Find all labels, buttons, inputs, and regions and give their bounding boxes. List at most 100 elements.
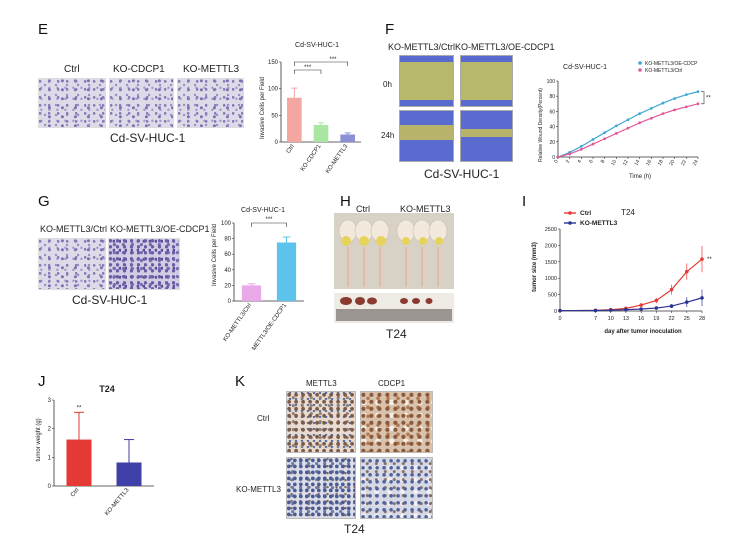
F-line-xtick-label: 14	[633, 159, 641, 167]
chart-i-significance: **	[707, 257, 712, 263]
chart-f-legend-marker-0	[638, 61, 642, 65]
G-bar-ytick-label: 0	[228, 299, 232, 305]
F-line-xtick-label: 2	[565, 159, 572, 165]
caption-k: T24	[344, 522, 365, 536]
ihc-ko-mettl3-mettl3	[286, 457, 356, 519]
F-line-series-1-point-12	[696, 102, 700, 106]
F-line-xtick-label: 16	[645, 159, 653, 167]
image-label-ctrl: Ctrl	[64, 64, 80, 75]
F-line-series-1-point-10	[673, 108, 677, 112]
F-line-series-0-point-6	[626, 118, 630, 122]
chart-j-significance-0: **	[77, 405, 82, 411]
F-line-ytick-label: 0	[552, 155, 555, 161]
chart-f-ylabel: Relative Wound Density(Percent)	[538, 88, 544, 162]
F-line-xtick-label: 12	[622, 159, 630, 167]
I-line-series-1-point-5	[654, 306, 659, 310]
wound-image-ctrl-24h	[399, 110, 454, 162]
chart-e: Cd-SV-HUC-1 Invasive Cells per Field 0 50…	[260, 42, 361, 175]
panel-label-j: J	[38, 373, 46, 390]
I-line-series-0-point-4	[639, 303, 643, 307]
I-line-series-0-point-6	[669, 287, 674, 292]
I-line-xtick-label: 19	[653, 316, 659, 322]
J-bar-category-label-1: KO-METTL3	[104, 487, 131, 517]
image-label-g-oe: KO-METTL3/OE-CDCP1	[110, 224, 210, 234]
I-line-series-1-point-4	[639, 307, 643, 311]
row-label-k-ctrl: Ctrl	[257, 414, 270, 423]
E-bar-category-label-2: KO-METTL3	[325, 143, 350, 175]
I-line-xtick-label: 7	[594, 316, 597, 322]
I-line-series-line-1	[559, 297, 703, 312]
chart-g-significance-0: ***	[265, 217, 273, 223]
E-bar-category-label-1: KO-CDCP1	[300, 143, 323, 172]
chart-f-legend-marker-1	[638, 68, 642, 72]
I-line-ytick-label: 500	[548, 293, 557, 299]
image-label-ko-cdcp1: KO-CDCP1	[113, 64, 165, 75]
G-bar-ytick-label: 40	[224, 268, 231, 274]
chart-f-xlabel: Time (h)	[629, 174, 651, 180]
image-label-ko-mettl3: KO-METTL3	[183, 64, 240, 75]
F-line-series-1-point-9	[661, 112, 665, 116]
F-line-series-1-point-6	[626, 126, 630, 130]
F-line-ytick-label: 40	[549, 125, 555, 131]
I-line-series-1-point-2	[608, 308, 613, 312]
G-bar-bar-1	[276, 242, 297, 301]
F-line-series-line-1	[557, 103, 699, 158]
F-line-ytick-label: 80	[549, 94, 555, 100]
E-bar-ytick-label: 100	[268, 87, 279, 93]
F-line-ytick-label: 100	[547, 79, 556, 85]
panel-label-g: G	[38, 193, 50, 210]
caption-h: T24	[386, 327, 407, 341]
F-line-series-0-point-7	[638, 112, 642, 116]
E-bar-bar-2	[340, 134, 355, 142]
J-bar-bar-1	[116, 462, 142, 486]
chart-i-ylabel: tumor size (mm3)	[532, 242, 538, 292]
F-line-series-0-point-2	[579, 144, 583, 148]
micrograph-ctrl	[38, 78, 106, 128]
I-line-xtick-label: 16	[638, 316, 644, 322]
group-label-ctrl: Ctrl	[356, 204, 370, 214]
panel-label-e: E	[38, 21, 49, 38]
G-bar-ytick-label: 60	[224, 252, 231, 258]
ihc-ctrl-cdcp1	[360, 391, 433, 453]
chart-j-ylabel: tumor weight (g)	[36, 418, 42, 461]
I-line-series-1-point-3	[624, 307, 628, 312]
F-line-series-1-point-0	[556, 155, 560, 159]
chart-g-bracket-0	[251, 222, 287, 227]
G-bar-ytick-label: 100	[221, 221, 232, 227]
I-line-xtick-label: 0	[558, 316, 561, 322]
chart-e-bracket-0	[294, 69, 322, 74]
I-line-series-0-point-8	[700, 257, 704, 261]
chart-g: Cd-SV-HUC-1 Invasive Cells per Field 0 20…	[212, 207, 304, 350]
F-line-series-1-point-2	[579, 148, 583, 151]
chart-f-significance: **	[706, 96, 711, 102]
chart-i-xlabel: day after tumor inoculation	[604, 329, 682, 335]
G-bar-bar-0	[241, 285, 262, 301]
I-line-ytick-label: 2000	[545, 243, 557, 249]
chart-i: T24 tumor size (mm3) day after tumor ino…	[532, 208, 712, 335]
chart-i-legend-marker-1	[568, 221, 572, 225]
G-bar-ytick-label: 20	[224, 283, 231, 289]
F-line-xtick-label: 10	[610, 159, 618, 167]
F-line-series-1-point-5	[614, 132, 618, 135]
micrograph-g-oe	[108, 238, 180, 290]
E-bar-ytick-label: 0	[275, 140, 279, 146]
I-line-series-0-point-7	[684, 269, 689, 274]
F-line-xtick-label: 20	[668, 159, 676, 167]
micrograph-ko-cdcp1	[109, 78, 174, 128]
F-line-series-1-point-4	[603, 137, 607, 141]
F-line-series-0-point-5	[614, 124, 618, 128]
J-bar-ytick-label: 1	[48, 455, 52, 461]
column-label-ko-mettl3-ctrl: KO-METTL3/Ctrl	[388, 42, 456, 52]
chart-e-title: Cd-SV-HUC-1	[295, 42, 339, 49]
F-line-series-0-point-4	[603, 131, 607, 135]
chart-g-ylabel: Invasive Cells per Field	[212, 224, 218, 286]
F-line-series-1-point-3	[591, 142, 595, 146]
G-bar-category-label-0: KO-METTL3/Ctrl	[223, 303, 254, 343]
group-label-ko-mettl3: KO-METTL3	[400, 204, 451, 214]
micrograph-g-ctrl	[38, 238, 106, 290]
F-line-xtick-label: 18	[657, 159, 665, 167]
F-line-xtick-label: 6	[588, 159, 595, 165]
F-line-series-1-point-11	[684, 105, 688, 109]
I-line-series-1-point-1	[593, 308, 598, 313]
wound-image-ctrl-0h	[399, 55, 454, 107]
